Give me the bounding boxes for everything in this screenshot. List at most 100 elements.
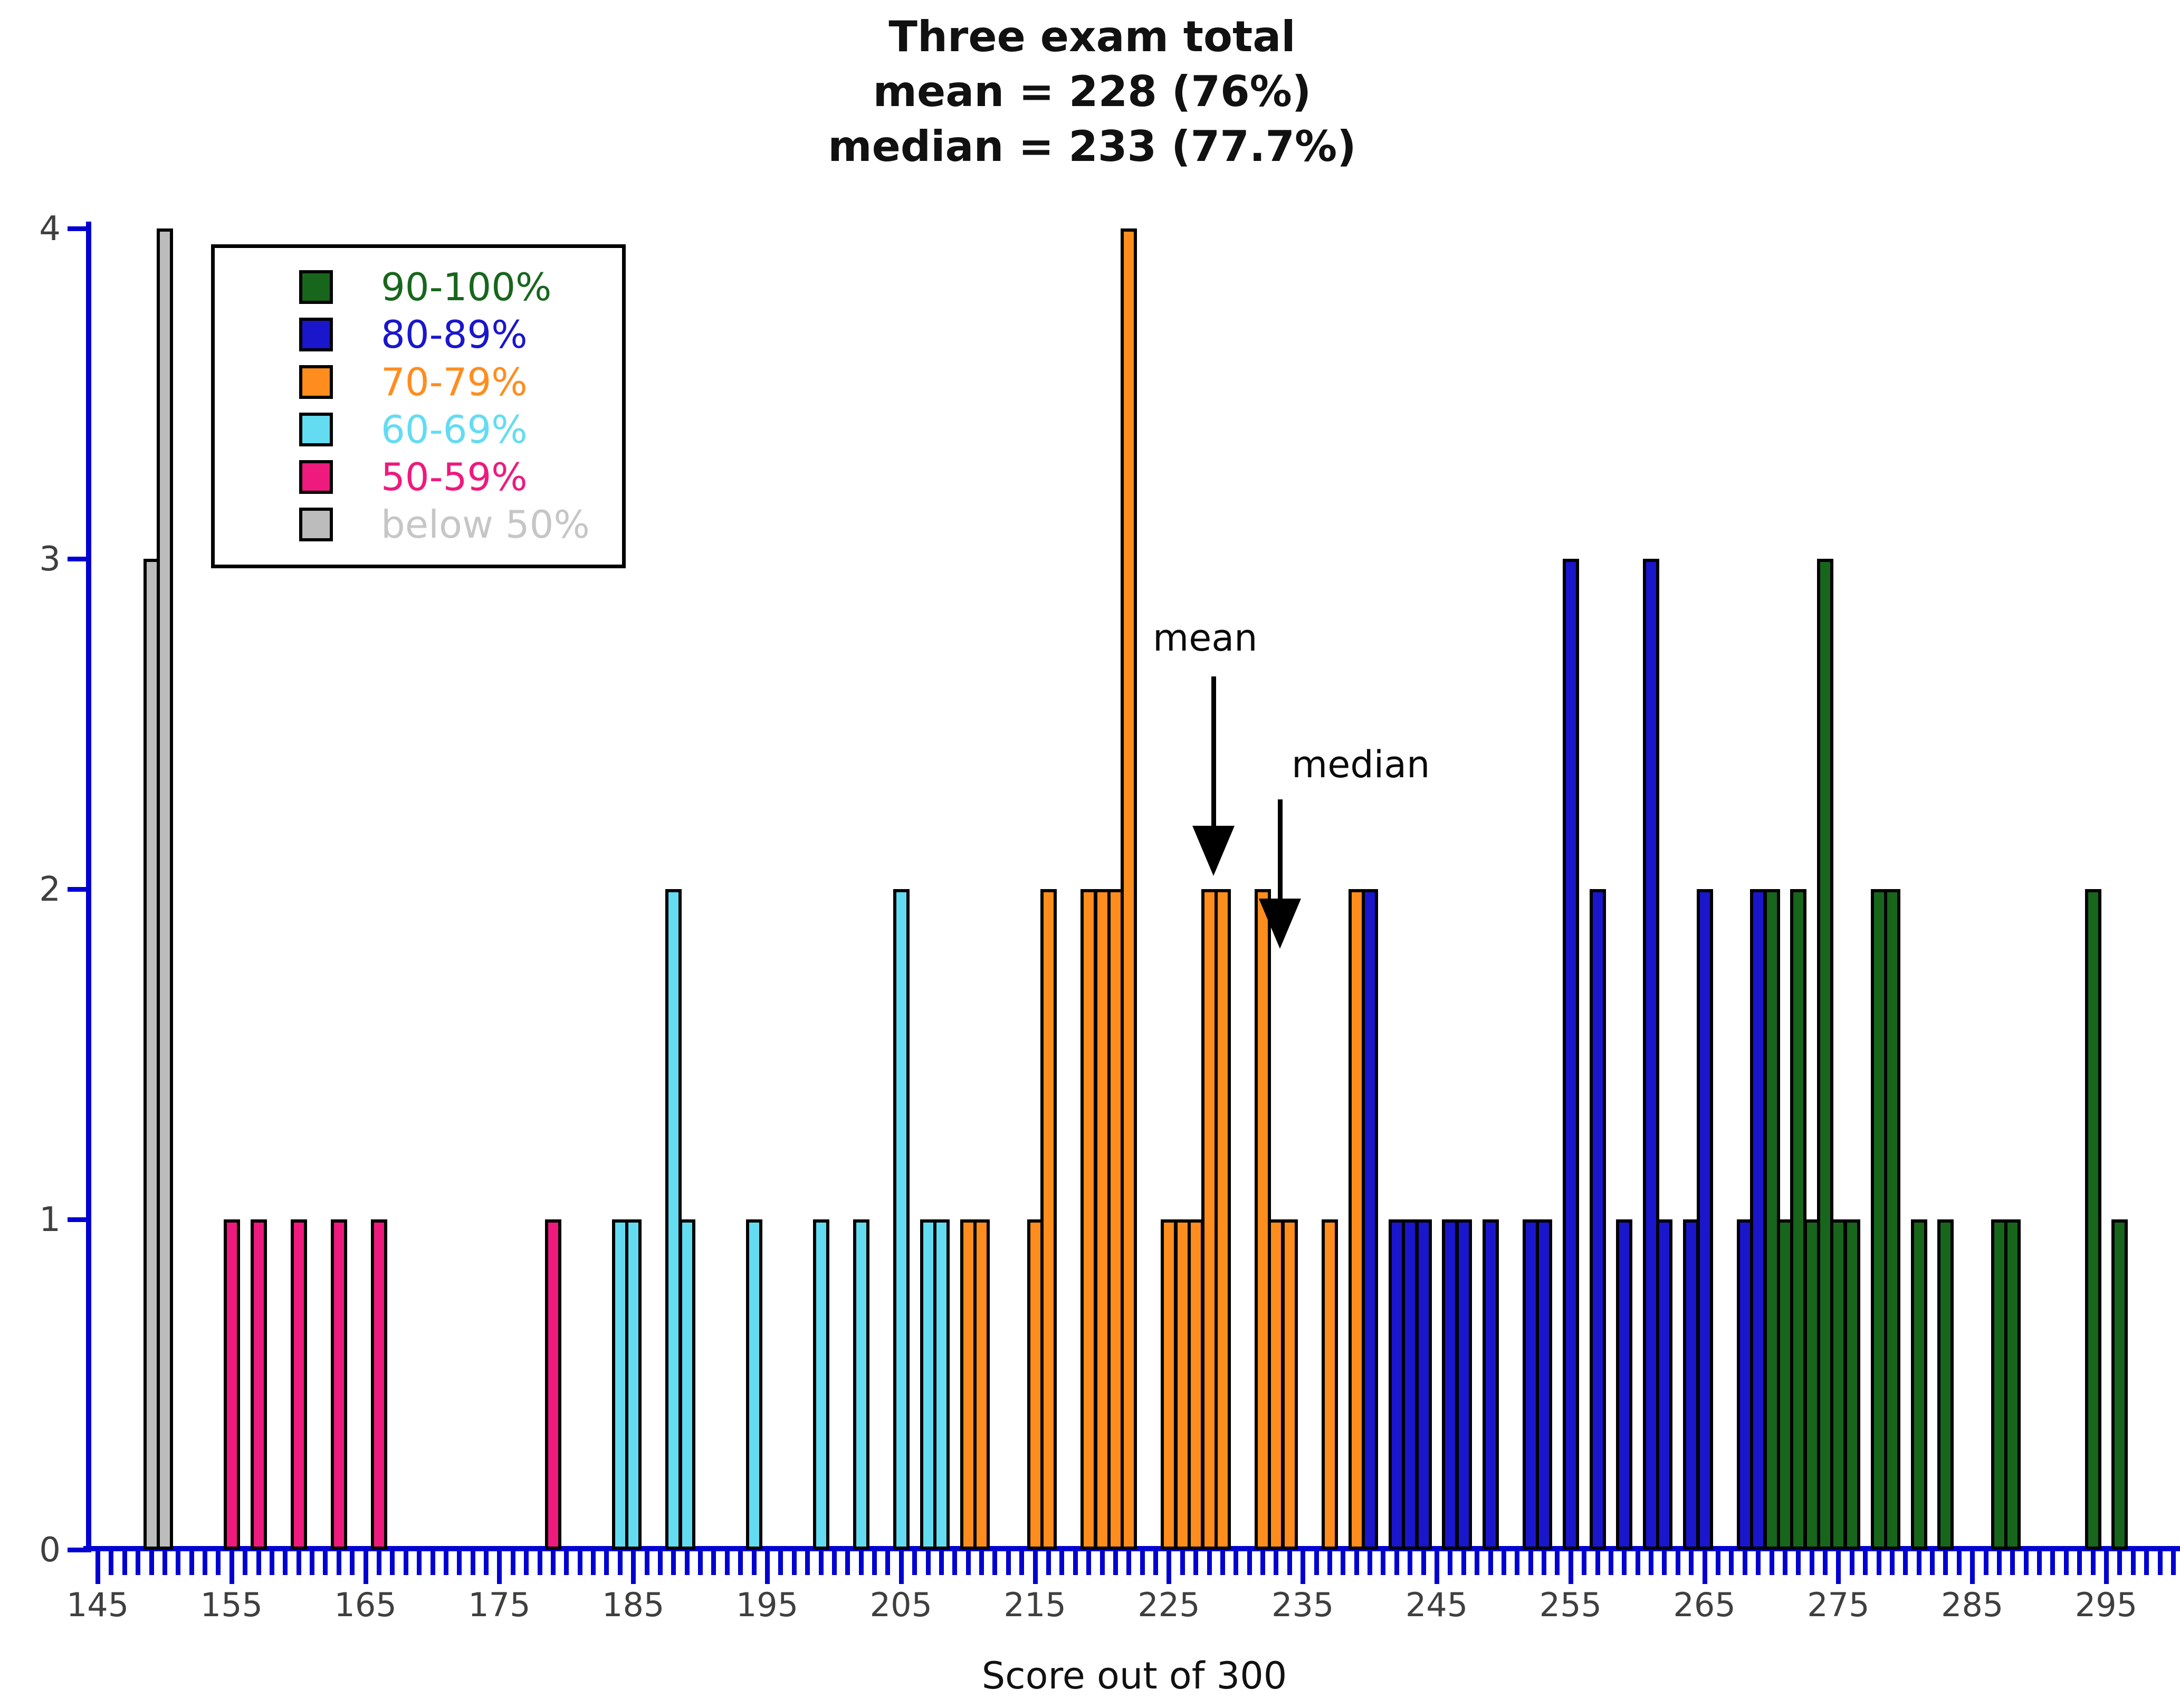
bar-score-249 [1482, 1219, 1499, 1550]
x-minor-tick-157 [256, 1551, 261, 1575]
x-minor-tick-269 [1756, 1551, 1761, 1575]
x-minor-tick-298 [2144, 1551, 2149, 1575]
x-tick-label-155: 155 [200, 1586, 263, 1624]
bar-score-189 [678, 1219, 695, 1550]
x-minor-tick-218 [1073, 1551, 1078, 1575]
x-minor-tick-163 [336, 1551, 341, 1575]
x-minor-tick-191 [711, 1551, 716, 1575]
x-minor-tick-192 [724, 1551, 730, 1575]
legend-label-90_100: 90-100% [381, 265, 552, 309]
y-tick-0 [68, 1548, 89, 1552]
bar-score-211 [973, 1219, 990, 1550]
x-minor-tick-148 [136, 1551, 141, 1575]
legend-label-70_79: 70-79% [381, 360, 528, 404]
x-minor-tick-256 [1582, 1551, 1587, 1575]
x-minor-tick-281 [1916, 1551, 1921, 1575]
x-minor-tick-154 [216, 1551, 221, 1575]
x-minor-tick-172 [457, 1551, 462, 1575]
x-minor-tick-258 [1608, 1551, 1613, 1575]
x-minor-tick-171 [443, 1551, 448, 1575]
x-minor-tick-196 [778, 1551, 783, 1575]
bar-score-274 [1817, 559, 1834, 1550]
x-minor-tick-227 [1193, 1551, 1199, 1575]
x-minor-tick-202 [858, 1551, 864, 1575]
x-minor-tick-231 [1247, 1551, 1252, 1575]
x-minor-tick-149 [149, 1551, 154, 1575]
x-minor-tick-223 [1140, 1551, 1145, 1575]
bar-score-222 [1121, 228, 1137, 1550]
x-major-tick-145 [95, 1551, 100, 1584]
x-tick-label-215: 215 [1003, 1586, 1066, 1624]
x-minor-tick-170 [430, 1551, 435, 1575]
x-minor-tick-216 [1046, 1551, 1051, 1575]
x-minor-tick-188 [671, 1551, 676, 1575]
x-minor-tick-169 [417, 1551, 422, 1575]
median-arrow-shaft [1278, 799, 1283, 900]
x-minor-tick-189 [684, 1551, 690, 1575]
x-minor-tick-259 [1622, 1551, 1627, 1575]
x-minor-tick-282 [1930, 1551, 1935, 1575]
x-minor-tick-252 [1528, 1551, 1533, 1575]
x-minor-tick-278 [1876, 1551, 1881, 1575]
x-major-tick-205 [898, 1551, 904, 1584]
x-minor-tick-187 [657, 1551, 663, 1575]
median-annotation-label: median [1292, 743, 1430, 786]
x-minor-tick-246 [1448, 1551, 1453, 1575]
chart-subtitle-median: median = 233 (77.7%) [828, 122, 1356, 171]
x-minor-tick-224 [1153, 1551, 1159, 1575]
x-minor-tick-160 [296, 1551, 301, 1575]
x-minor-tick-173 [470, 1551, 475, 1575]
x-minor-tick-299 [2157, 1551, 2163, 1575]
bar-score-253 [1536, 1219, 1553, 1550]
x-minor-tick-167 [390, 1551, 395, 1575]
x-minor-tick-194 [751, 1551, 757, 1575]
x-tick-label-195: 195 [735, 1586, 799, 1624]
x-minor-tick-153 [203, 1551, 208, 1575]
bar-score-240 [1362, 889, 1379, 1550]
x-minor-tick-211 [979, 1551, 984, 1575]
y-tick-label-3: 3 [39, 540, 61, 579]
x-minor-tick-284 [1956, 1551, 1962, 1575]
x-minor-tick-292 [2063, 1551, 2069, 1575]
legend: 90-100% 80-89% 70-79% 60-69% 50-59% below 50% [211, 244, 626, 568]
bar-score-255 [1562, 559, 1579, 1550]
x-minor-tick-296 [2117, 1551, 2122, 1575]
x-minor-tick-222 [1126, 1551, 1132, 1575]
legend-label-60_69: 60-69% [381, 407, 528, 452]
x-minor-tick-214 [1019, 1551, 1025, 1575]
x-minor-tick-174 [484, 1551, 489, 1575]
x-minor-tick-158 [269, 1551, 274, 1575]
x-minor-tick-272 [1796, 1551, 1801, 1575]
bar-score-279 [1883, 889, 1900, 1550]
x-minor-tick-180 [564, 1551, 569, 1575]
x-major-tick-225 [1167, 1551, 1172, 1584]
bar-score-237 [1321, 1219, 1338, 1550]
bar-score-265 [1696, 889, 1713, 1550]
x-minor-tick-243 [1408, 1551, 1413, 1575]
x-tick-label-225: 225 [1137, 1586, 1200, 1624]
x-minor-tick-240 [1368, 1551, 1373, 1575]
x-tick-label-255: 255 [1539, 1586, 1602, 1624]
x-tick-label-245: 245 [1405, 1586, 1468, 1624]
x-minor-tick-208 [939, 1551, 944, 1575]
bar-score-205 [893, 889, 910, 1550]
x-minor-tick-213 [1006, 1551, 1011, 1575]
x-minor-tick-161 [310, 1551, 315, 1575]
y-axis-line [86, 222, 91, 1552]
x-minor-tick-179 [550, 1551, 556, 1575]
x-minor-tick-257 [1595, 1551, 1600, 1575]
x-minor-tick-212 [992, 1551, 998, 1575]
y-tick-label-4: 4 [39, 209, 61, 249]
x-tick-label-265: 265 [1673, 1586, 1736, 1624]
y-tick-label-1: 1 [39, 1200, 61, 1239]
x-axis-title: Score out of 300 [981, 1654, 1287, 1697]
x-minor-tick-247 [1461, 1551, 1466, 1575]
x-minor-tick-289 [2023, 1551, 2029, 1575]
x-minor-tick-164 [350, 1551, 355, 1575]
x-minor-tick-204 [885, 1551, 891, 1575]
x-minor-tick-253 [1542, 1551, 1547, 1575]
x-minor-tick-150 [162, 1551, 167, 1575]
x-minor-tick-271 [1782, 1551, 1787, 1575]
x-minor-tick-283 [1943, 1551, 1948, 1575]
legend-label-50_59: 50-59% [381, 455, 528, 499]
